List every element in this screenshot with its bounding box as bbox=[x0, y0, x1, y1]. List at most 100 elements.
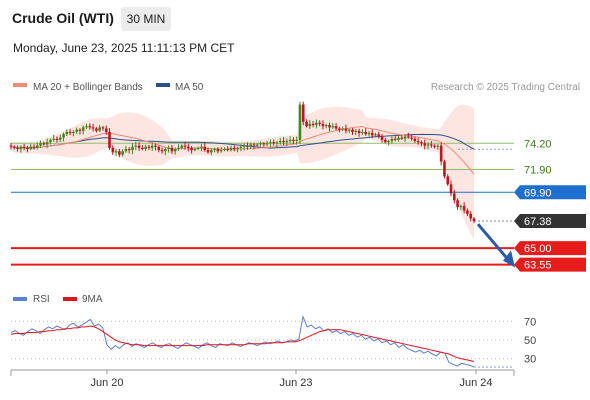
candle-body-140 bbox=[469, 213, 473, 219]
candle-body-123 bbox=[413, 138, 417, 142]
candle-body-20 bbox=[75, 129, 78, 132]
candle-body-11 bbox=[45, 142, 49, 145]
candle-body-113 bbox=[380, 136, 384, 140]
candle-body-137 bbox=[459, 205, 463, 208]
candle-body-79 bbox=[269, 142, 272, 144]
candle-body-17 bbox=[65, 131, 69, 135]
candle-body-88 bbox=[298, 104, 302, 140]
legend-rsi-label: RSI bbox=[33, 294, 50, 305]
candle-body-48 bbox=[167, 147, 170, 149]
candle-body-112 bbox=[377, 134, 381, 137]
legend-ma50-swatch bbox=[156, 83, 170, 87]
candle-body-13 bbox=[52, 138, 55, 140]
level-label-2: 69.90 bbox=[524, 187, 552, 199]
ma20-line bbox=[10, 125, 475, 175]
level-tag-5 bbox=[514, 257, 586, 272]
candle-body-73 bbox=[249, 144, 253, 147]
x-axis: Jun 20 Jun 23 Jun 24 bbox=[10, 369, 515, 389]
candle-body-120 bbox=[403, 136, 407, 139]
candle-body-118 bbox=[397, 137, 400, 140]
candle-body-70 bbox=[239, 146, 243, 148]
candle-body-82 bbox=[278, 141, 282, 143]
candle-body-30 bbox=[108, 131, 111, 148]
candle-body-84 bbox=[285, 141, 289, 143]
candles bbox=[9, 101, 476, 224]
candle-body-24 bbox=[88, 126, 92, 128]
candle-body-75 bbox=[255, 144, 259, 146]
candle-body-33 bbox=[118, 151, 121, 155]
candle-body-6 bbox=[29, 146, 33, 149]
candle-body-74 bbox=[252, 144, 256, 146]
candle-body-21 bbox=[78, 129, 82, 131]
candle-body-31 bbox=[111, 147, 115, 153]
candle-body-63 bbox=[216, 148, 220, 152]
candle-body-8 bbox=[35, 145, 39, 148]
candle-body-36 bbox=[127, 148, 131, 151]
candle-body-12 bbox=[49, 139, 52, 143]
level-tag-2 bbox=[514, 185, 586, 200]
candle-body-105 bbox=[354, 130, 358, 132]
candle-body-22 bbox=[81, 127, 85, 131]
level-label-3: 67.38 bbox=[524, 216, 552, 228]
bollinger-band bbox=[11, 104, 474, 240]
candle-body-110 bbox=[370, 133, 374, 136]
candle-body-138 bbox=[462, 205, 466, 211]
candle-body-52 bbox=[180, 145, 184, 148]
candle-body-67 bbox=[229, 147, 233, 151]
candle-body-32 bbox=[114, 151, 118, 153]
candle-body-1 bbox=[12, 146, 16, 148]
price-tags: 74.20 71.90 69.90 67.38 65.00 63.55 bbox=[514, 138, 586, 272]
legend-ma20: MA 20 + Bollinger Bands bbox=[13, 82, 143, 93]
candle-body-115 bbox=[387, 141, 390, 143]
candle-body-83 bbox=[282, 141, 285, 143]
candle-body-107 bbox=[361, 131, 364, 134]
candle-body-91 bbox=[308, 123, 312, 127]
legend-ma20-swatch bbox=[13, 83, 27, 87]
legend-rsi: RSI bbox=[13, 294, 50, 305]
level-label-5: 63.55 bbox=[524, 260, 552, 272]
candle-body-44 bbox=[154, 145, 157, 147]
candle-body-54 bbox=[187, 146, 190, 148]
candle-body-132 bbox=[443, 161, 446, 177]
moving-averages bbox=[10, 125, 514, 175]
rsi-line bbox=[10, 314, 475, 368]
candle-body-19 bbox=[72, 131, 75, 134]
candle-body-65 bbox=[223, 148, 226, 151]
candle-body-42 bbox=[147, 146, 151, 148]
arrow-shaft bbox=[476, 223, 511, 262]
candle-body-57 bbox=[196, 147, 200, 149]
candle-body-102 bbox=[344, 128, 348, 131]
candle-body-129 bbox=[433, 145, 436, 147]
candle-body-116 bbox=[390, 138, 394, 142]
candle-body-27 bbox=[98, 127, 101, 131]
candle-body-77 bbox=[262, 143, 266, 145]
candle-body-125 bbox=[420, 142, 423, 144]
candle-body-10 bbox=[42, 143, 46, 145]
candle-body-103 bbox=[347, 129, 351, 131]
candle-body-139 bbox=[466, 210, 469, 214]
rsi-panel: 70 50 30 bbox=[10, 314, 536, 368]
candle-body-85 bbox=[288, 139, 292, 142]
candle-body-61 bbox=[210, 150, 213, 153]
candle-body-58 bbox=[200, 146, 203, 148]
candle-body-51 bbox=[177, 147, 180, 149]
candle-body-66 bbox=[226, 148, 230, 151]
legend-rsi-ma-label: 9MA bbox=[82, 294, 103, 305]
arrow-head bbox=[503, 250, 515, 268]
candle-body-72 bbox=[246, 145, 249, 147]
candle-body-122 bbox=[410, 137, 413, 139]
legend-rsi-swatch bbox=[13, 297, 27, 301]
candle-body-5 bbox=[26, 147, 29, 149]
timeframe-button[interactable]: 30 MIN bbox=[121, 7, 171, 31]
candle-body-93 bbox=[315, 122, 318, 126]
candle-body-55 bbox=[190, 147, 193, 151]
candle-body-86 bbox=[292, 139, 295, 142]
level-tag-3 bbox=[514, 213, 586, 228]
chart-datetime: Monday, June 23, 2025 11:11:13 PM CET bbox=[13, 41, 235, 55]
candle-body-45 bbox=[157, 146, 161, 151]
candle-body-95 bbox=[321, 123, 325, 127]
instrument-title: Crude Oil (WTI) bbox=[12, 10, 114, 26]
legend-ma20-label: MA 20 + Bollinger Bands bbox=[33, 82, 143, 93]
candle-body-109 bbox=[367, 133, 371, 135]
